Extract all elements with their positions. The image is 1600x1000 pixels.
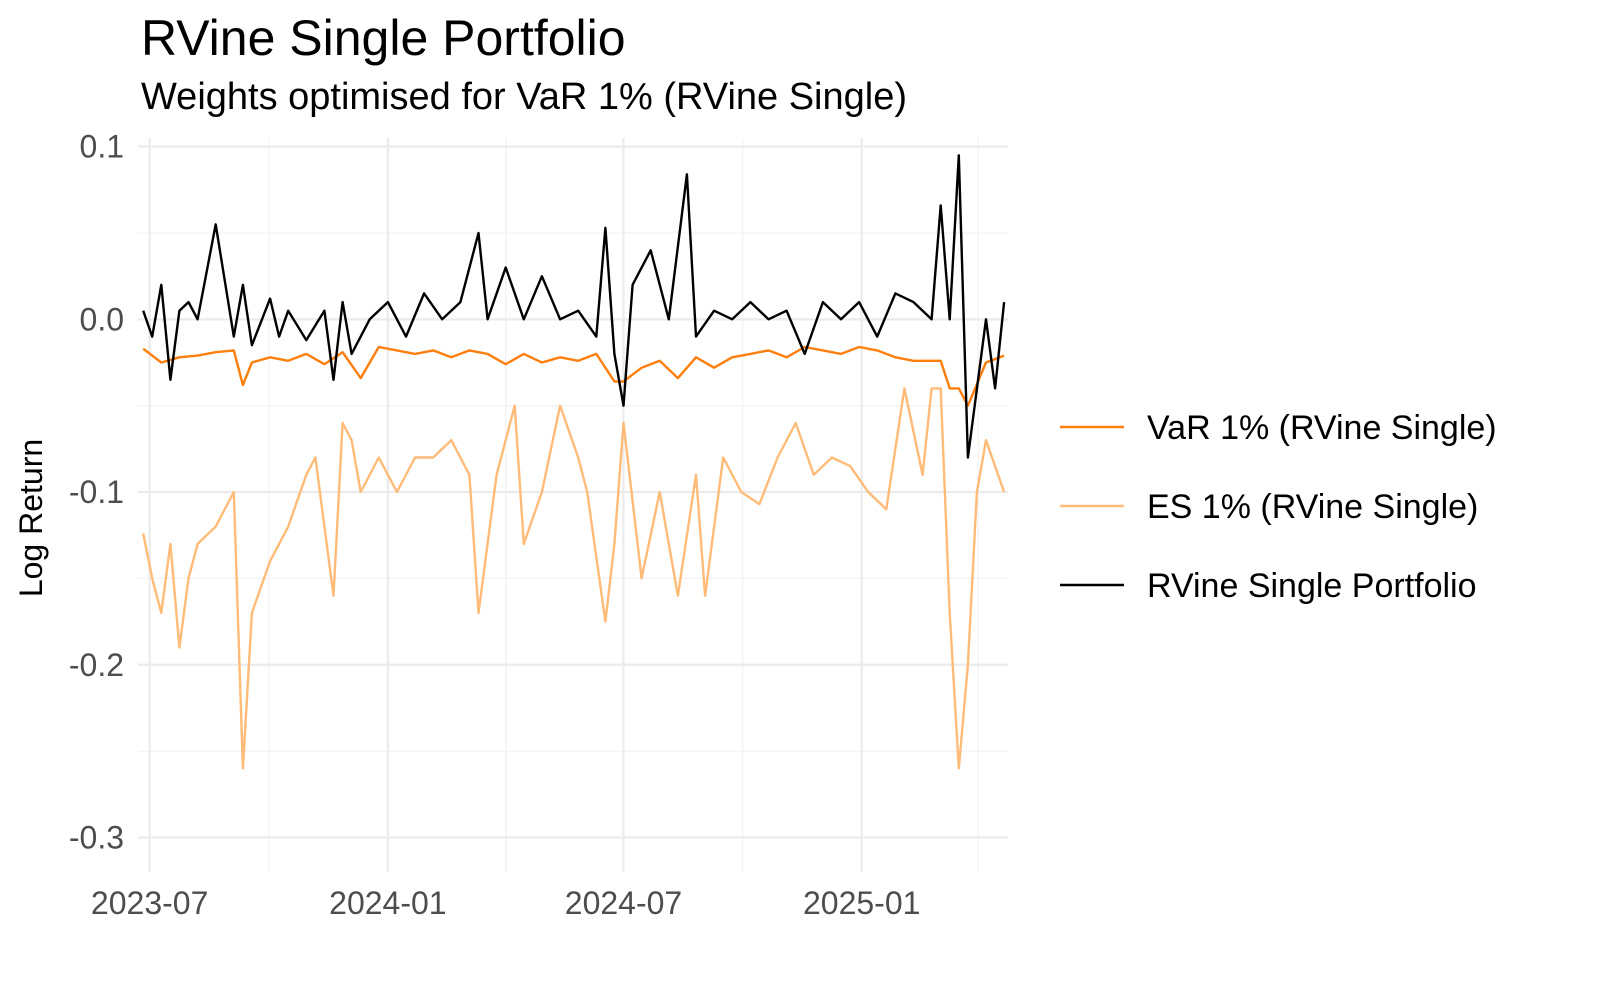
y-axis-title: Log Return [13,439,49,597]
x-tick-label: 2025-01 [803,885,920,921]
y-tick-label: 0.0 [80,301,124,337]
series-line-0 [142,345,1005,407]
y-axis-tick-labels: 0.1 0.0 -0.1 -0.2 -0.3 [69,129,124,856]
legend-label-0: VaR 1% (RVine Single) [1147,409,1497,447]
chart-title: RVine Single Portfolio [141,10,626,66]
legend: VaR 1% (RVine Single) ES 1% (RVine Single… [1060,409,1497,605]
y-tick-label: -0.2 [69,647,124,683]
chart-subtitle: Weights optimised for VaR 1% (RVine Sing… [141,76,907,118]
series-lines [142,154,1006,770]
y-tick-label: -0.1 [69,474,124,510]
major-gridlines [138,138,1008,872]
legend-label-2: RVine Single Portfolio [1147,567,1477,605]
x-tick-label: 2024-07 [565,885,682,921]
y-tick-label: -0.3 [69,819,124,855]
series-line-2 [142,154,1006,459]
series-line-1 [142,387,1006,770]
x-tick-label: 2023-07 [91,885,208,921]
x-axis-tick-labels: 2023-07 2024-01 2024-07 2025-01 [91,885,920,921]
x-tick-label: 2024-01 [329,885,446,921]
y-tick-label: 0.1 [80,129,124,165]
minor-gridlines [138,138,1008,872]
legend-label-1: ES 1% (RVine Single) [1147,488,1478,526]
